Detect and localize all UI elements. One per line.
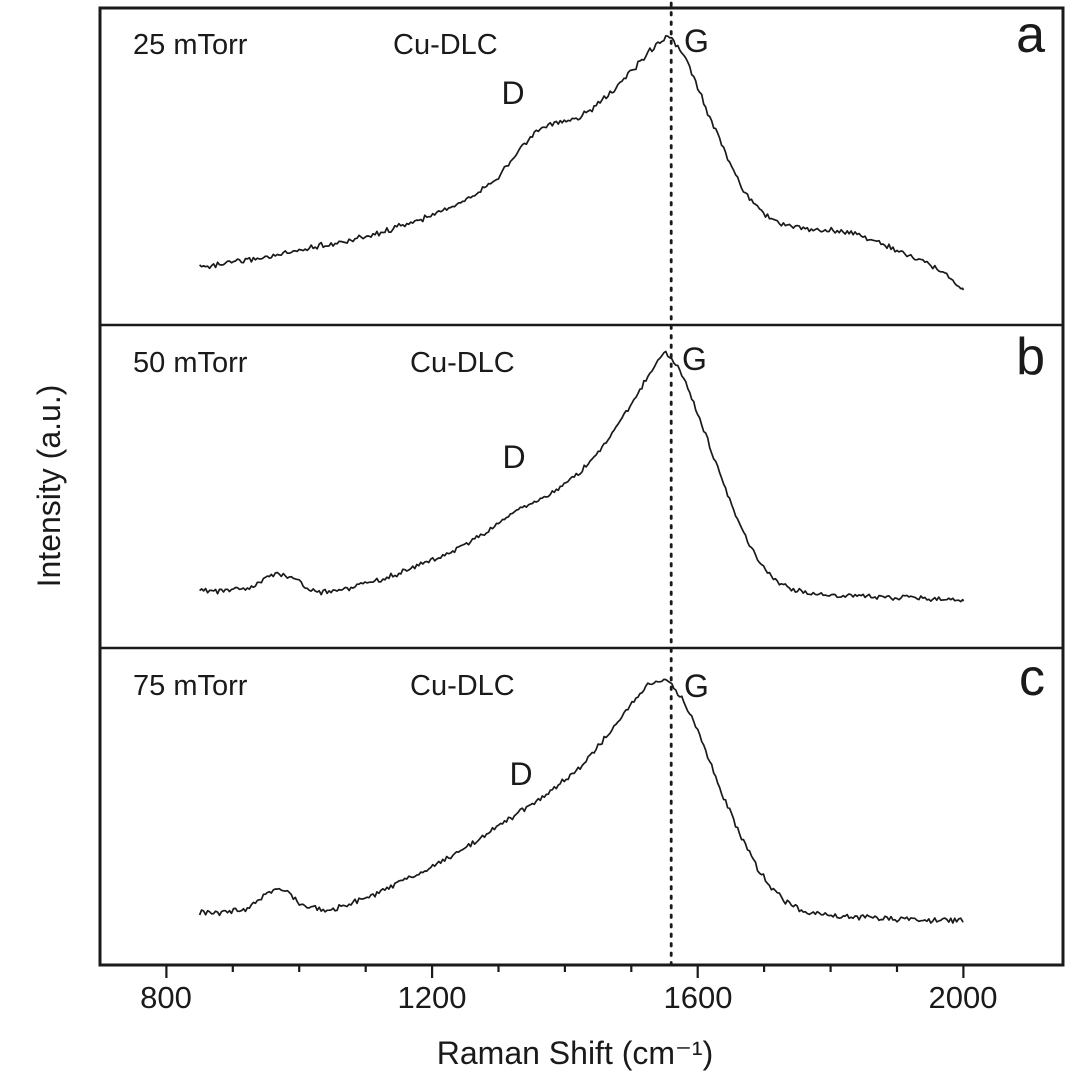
plot-border [98,6,1065,967]
panel-b-g-peak-label: G [682,341,707,377]
spectrum-curve-a [199,34,965,291]
x-tick-label-2000: 2000 [929,980,998,1015]
x-tick-label-800: 800 [140,980,192,1015]
spectrum-curve-c [198,678,964,924]
panel-c-pressure-label: 75 mTorr [133,670,248,702]
panel-b: 50 mTorr Cu-DLC D G b [133,328,1045,475]
panel-b-pressure-label: 50 mTorr [133,347,248,379]
panel-a-g-peak-label: G [684,23,709,59]
x-tick-label-1200: 1200 [398,980,467,1015]
panel-c: 75 mTorr Cu-DLC D G c [133,649,1045,792]
panel-c-sample-label: Cu-DLC [410,670,515,702]
panel-c-g-peak-label: G [684,668,709,704]
panel-a: 25 mTorr Cu-DLC D G a [133,6,1045,111]
x-axis-tick-labels: 800 1200 1600 2000 [140,980,997,1015]
x-tick-label-1600: 1600 [664,980,733,1015]
y-axis-title: Intensity (a.u.) [31,385,67,588]
panel-b-d-peak-label: D [502,439,525,475]
panel-c-d-peak-label: D [509,756,532,792]
panel-a-letter: a [1016,6,1045,64]
chart-dynamic [165,1,965,978]
panel-b-letter: b [1016,328,1045,386]
panel-b-sample-label: Cu-DLC [410,347,515,379]
panel-a-pressure-label: 25 mTorr [133,29,248,61]
panel-a-d-peak-label: D [501,75,524,111]
x-axis-title: Raman Shift (cm⁻¹) [437,1035,713,1071]
spectrum-curve-b [199,350,965,603]
panel-c-letter: c [1019,649,1045,707]
panel-a-sample-label: Cu-DLC [393,29,498,61]
